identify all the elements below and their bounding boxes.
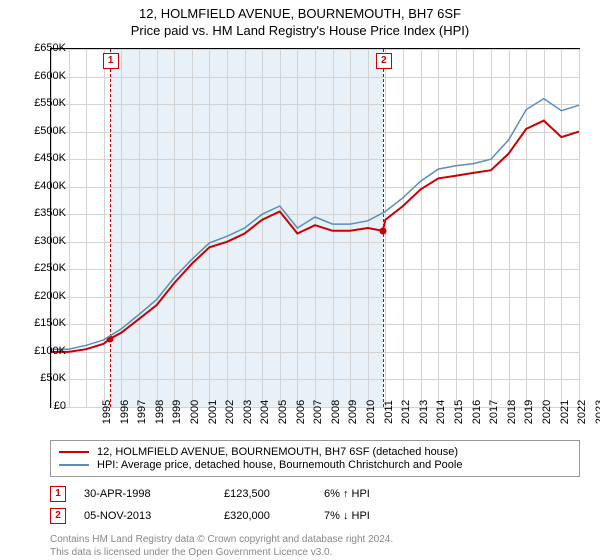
legend-label: HPI: Average price, detached house, Bour… — [97, 459, 462, 471]
x-axis-label: 2005 — [277, 400, 289, 424]
x-axis-label: 1998 — [154, 400, 166, 424]
y-axis-label: £350K — [34, 207, 66, 219]
y-axis-label: £150K — [34, 317, 66, 329]
sale-diff-2: 7% ↓ HPI — [324, 510, 370, 522]
y-axis-label: £0 — [54, 400, 66, 412]
x-axis-label: 2023 — [594, 400, 600, 424]
x-axis-label: 2013 — [418, 400, 430, 424]
y-axis-label: £250K — [34, 262, 66, 274]
x-axis-label: 2010 — [365, 400, 377, 424]
x-axis-label: 2014 — [435, 400, 447, 424]
sale-price-2: £320,000 — [224, 510, 324, 522]
x-axis-label: 2006 — [295, 400, 307, 424]
x-axis-label: 2008 — [330, 400, 342, 424]
x-axis-label: 2022 — [576, 400, 588, 424]
x-axis-label: 2019 — [523, 400, 535, 424]
x-axis-label: 2007 — [312, 400, 324, 424]
y-axis-label: £300K — [34, 235, 66, 247]
sale-row-1: 1 30-APR-1998 £123,500 6% ↑ HPI — [50, 486, 580, 502]
x-axis-label: 1995 — [101, 400, 113, 424]
legend-item: HPI: Average price, detached house, Bour… — [59, 459, 571, 471]
chart-legend: 12, HOLMFIELD AVENUE, BOURNEMOUTH, BH7 6… — [50, 440, 580, 477]
y-axis-label: £50K — [40, 372, 66, 384]
sale-marker-1: 1 — [50, 486, 66, 502]
y-axis-label: £650K — [34, 42, 66, 54]
x-axis-label: 2017 — [488, 400, 500, 424]
x-axis-label: 2001 — [207, 400, 219, 424]
y-axis-label: £550K — [34, 97, 66, 109]
legend-item: 12, HOLMFIELD AVENUE, BOURNEMOUTH, BH7 6… — [59, 446, 571, 458]
x-axis-label: 2003 — [242, 400, 254, 424]
sale-date-1: 30-APR-1998 — [84, 488, 224, 500]
chart-footer: Contains HM Land Registry data © Crown c… — [50, 534, 580, 559]
title-address: 12, HOLMFIELD AVENUE, BOURNEMOUTH, BH7 6… — [0, 6, 600, 21]
title-subtitle: Price paid vs. HM Land Registry's House … — [0, 23, 600, 38]
y-axis-label: £100K — [34, 345, 66, 357]
x-axis-label: 2004 — [259, 400, 271, 424]
y-axis-label: £200K — [34, 290, 66, 302]
x-axis-label: 2011 — [383, 400, 395, 424]
series-property — [51, 121, 579, 352]
sale-marker-2: 2 — [50, 508, 66, 524]
footer-line1: Contains HM Land Registry data © Crown c… — [50, 534, 580, 547]
x-axis-label: 1996 — [119, 400, 131, 424]
x-axis-label: 2000 — [189, 400, 201, 424]
y-axis-label: £450K — [34, 152, 66, 164]
y-axis-label: £600K — [34, 70, 66, 82]
y-axis-label: £500K — [34, 125, 66, 137]
chart-title: 12, HOLMFIELD AVENUE, BOURNEMOUTH, BH7 6… — [0, 0, 600, 38]
y-axis-label: £400K — [34, 180, 66, 192]
x-axis-label: 2016 — [471, 400, 483, 424]
footer-line2: This data is licensed under the Open Gov… — [50, 547, 580, 560]
series-hpi — [51, 99, 579, 350]
x-axis-label: 2015 — [453, 400, 465, 424]
sale-row-2: 2 05-NOV-2013 £320,000 7% ↓ HPI — [50, 508, 580, 524]
x-axis-label: 2012 — [400, 400, 412, 424]
chart-plot-area: 12 1995199619971998199920002001200220032… — [50, 48, 580, 408]
x-axis-label: 2009 — [347, 400, 359, 424]
legend-label: 12, HOLMFIELD AVENUE, BOURNEMOUTH, BH7 6… — [97, 446, 458, 458]
sale-date-2: 05-NOV-2013 — [84, 510, 224, 522]
x-axis-label: 1997 — [136, 400, 148, 424]
x-axis-label: 2002 — [224, 400, 236, 424]
sale-price-1: £123,500 — [224, 488, 324, 500]
x-axis-label: 2020 — [541, 400, 553, 424]
sale-diff-1: 6% ↑ HPI — [324, 488, 370, 500]
x-axis-label: 1999 — [171, 400, 183, 424]
x-axis-label: 2018 — [506, 400, 518, 424]
x-axis-label: 2021 — [559, 400, 571, 424]
